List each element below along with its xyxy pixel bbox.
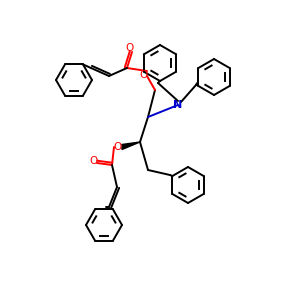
Text: O: O — [140, 70, 148, 80]
Polygon shape — [122, 142, 140, 149]
Text: O: O — [113, 142, 121, 152]
Text: O: O — [89, 156, 97, 166]
Text: N: N — [173, 100, 183, 110]
Text: O: O — [125, 43, 133, 53]
